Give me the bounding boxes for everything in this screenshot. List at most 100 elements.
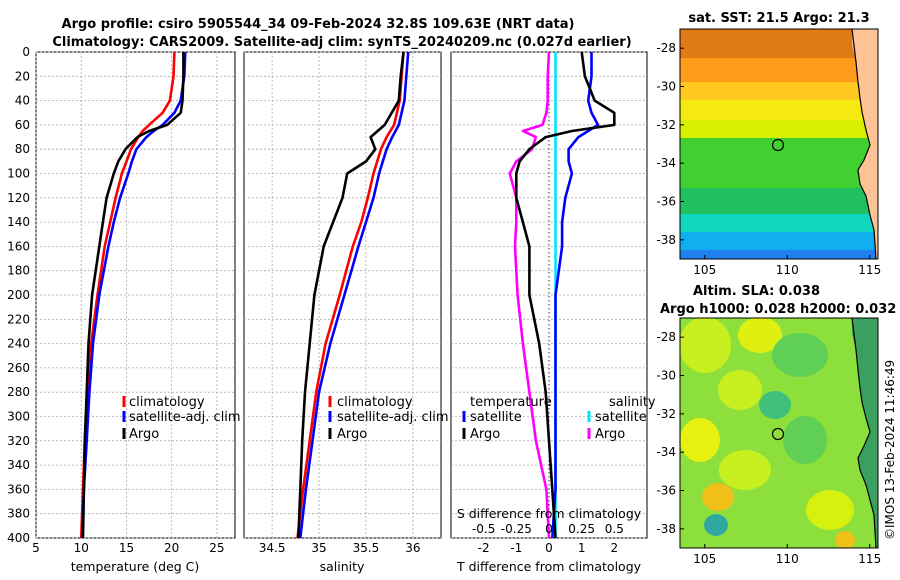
map-lat-tick--36: -36 bbox=[656, 484, 676, 498]
legend-climatology: climatology bbox=[129, 395, 205, 410]
depth-tick-380: 380 bbox=[7, 507, 30, 521]
s-difference-tick-labels: -0.5 -0.25 0 0.25 0.5 bbox=[472, 522, 624, 536]
legend-argo: Argo bbox=[337, 427, 367, 442]
figure-title-line2: Climatology: CARS2009. Satellite-adj cli… bbox=[52, 35, 631, 50]
legend-climatology: climatology bbox=[337, 395, 413, 410]
depth-tick-360: 360 bbox=[7, 482, 30, 496]
legend-satellite-adj: satellite-adj. clim bbox=[129, 410, 241, 425]
legend-t-satellite: satellite bbox=[470, 410, 522, 425]
temperature-tick-20: 20 bbox=[164, 541, 179, 555]
depth-tick-300: 300 bbox=[7, 410, 30, 424]
s-difference-axis-label: S difference from climatology bbox=[457, 506, 642, 521]
sla-map-frame bbox=[679, 317, 879, 549]
depth-tick-100: 100 bbox=[7, 167, 30, 181]
temperature-tick-10: 10 bbox=[74, 541, 89, 555]
salinity-line-climatology bbox=[296, 51, 405, 539]
depth-tick-400: 400 bbox=[7, 531, 30, 545]
figure-title-line1: Argo profile: csiro 5905544_34 09-Feb-20… bbox=[62, 17, 575, 32]
salinity-axis-label: salinity bbox=[320, 559, 365, 574]
s-difference-tick-0.25: 0.25 bbox=[568, 522, 595, 536]
map-lon-tick-110: 110 bbox=[776, 552, 799, 566]
map-lat-tick--34: -34 bbox=[656, 445, 676, 459]
depth-tick-240: 240 bbox=[7, 337, 30, 351]
t-difference-tick-0: 0 bbox=[545, 541, 553, 555]
difference-legend: temperature salinity satellite Argo sate… bbox=[462, 395, 656, 442]
salinity-tick-36: 36 bbox=[405, 541, 420, 555]
s-difference-tick--0.5: -0.5 bbox=[472, 522, 495, 536]
sla-argo-marker bbox=[771, 427, 785, 441]
depth-tick-200: 200 bbox=[7, 288, 30, 302]
sst-map-title: sat. SST: 21.5 Argo: 21.3 bbox=[688, 11, 869, 26]
map-lat-tick--30: -30 bbox=[656, 80, 676, 94]
t-difference-line-argo bbox=[514, 51, 616, 539]
t-difference-tick--2: -2 bbox=[478, 541, 490, 555]
depth-tick-220: 220 bbox=[7, 312, 30, 326]
t-difference-line-satellite bbox=[551, 52, 600, 539]
salinity-line-argo bbox=[297, 51, 405, 539]
sla-map-title1: Altim. SLA: 0.038 bbox=[693, 284, 820, 299]
t-difference-tick--1: -1 bbox=[510, 541, 522, 555]
legend-t-argo: Argo bbox=[470, 427, 500, 442]
depth-tick-40: 40 bbox=[15, 94, 30, 108]
depth-tick-180: 180 bbox=[7, 264, 30, 278]
salinity-legend: climatology satellite-adj. clim Argo bbox=[328, 395, 449, 442]
temperature-panel: 0 20 40 60 80 100 120 140 160 180 200 220 240 260 280 3… bbox=[7, 45, 241, 574]
depth-tick-80: 80 bbox=[15, 142, 30, 156]
map-lat-tick--32: -32 bbox=[656, 407, 676, 421]
depth-tick-20: 20 bbox=[15, 69, 30, 83]
salinity-tick-35.5: 35.5 bbox=[353, 541, 380, 555]
legend-header-temperature: temperature bbox=[470, 395, 552, 410]
temperature-legend: climatology satellite-adj. clim Argo bbox=[122, 395, 241, 442]
sla-map-title2: Argo h1000: 0.028 h2000: 0.032 bbox=[660, 302, 896, 317]
temperature-tick-15: 15 bbox=[119, 541, 134, 555]
map-lon-tick-105: 105 bbox=[693, 263, 716, 277]
map-lon-tick-110: 110 bbox=[776, 263, 799, 277]
sst-map-frame bbox=[679, 28, 879, 260]
salinity-panel: 34.5 35 35.5 36 salinity climatology satell… bbox=[243, 51, 449, 574]
t-difference-tick-1: 1 bbox=[578, 541, 586, 555]
map-lat-tick--38: -38 bbox=[656, 522, 676, 536]
temperature-tick-25: 25 bbox=[209, 541, 224, 555]
t-difference-axis-label: T difference from climatology bbox=[456, 559, 642, 574]
sst-map-ticks: 105 110 115 -28 -30 -32 -34 -36 -38 bbox=[656, 41, 881, 277]
legend-s-satellite: satellite bbox=[595, 410, 647, 425]
map-lon-tick-115: 115 bbox=[858, 552, 881, 566]
depth-tick-labels: 0 20 40 60 80 100 120 140 160 180 200 220 240 260 280 3… bbox=[7, 45, 30, 545]
map-lat-tick--34: -34 bbox=[656, 156, 676, 170]
depth-tick-320: 320 bbox=[7, 434, 30, 448]
map-lon-tick-105: 105 bbox=[693, 552, 716, 566]
depth-tick-260: 260 bbox=[7, 361, 30, 375]
temperature-tick-labels: 5 10 15 20 25 bbox=[32, 541, 224, 555]
map-lat-tick--32: -32 bbox=[656, 118, 676, 132]
map-lat-tick--28: -28 bbox=[656, 330, 676, 344]
sst-map-panel: sat. SST: 21.5 Argo: 21.3 105 110 115 -28 -3… bbox=[656, 11, 881, 277]
imos-credit: ©IMOS 13-Feb-2024 11:46:49 bbox=[883, 360, 897, 540]
temperature-line-argo bbox=[81, 52, 185, 539]
depth-tick-160: 160 bbox=[7, 239, 30, 253]
temperature-line-satellite-adj-clim bbox=[80, 51, 187, 539]
map-lat-tick--36: -36 bbox=[656, 195, 676, 209]
sst-argo-marker bbox=[771, 138, 785, 152]
temperature-tick-5: 5 bbox=[32, 541, 40, 555]
sla-map-ticks: 105 110 115 -28 -30 -32 -34 -36 -38 bbox=[656, 330, 881, 566]
difference-panel: -2 -1 0 1 2 -0.5 -0.25 0 0.25 0.5 S difference f… bbox=[450, 51, 656, 574]
map-lat-tick--38: -38 bbox=[656, 233, 676, 247]
depth-tick-0: 0 bbox=[22, 45, 30, 59]
sla-map-panel: Altim. SLA: 0.038 Argo h1000: 0.028 h200… bbox=[656, 284, 896, 566]
salinity-tick-labels: 34.5 35 35.5 36 bbox=[259, 541, 421, 555]
s-difference-tick-0: 0 bbox=[545, 522, 553, 536]
salinity-line-satellite-adj-clim bbox=[299, 51, 410, 539]
legend-argo: Argo bbox=[129, 427, 159, 442]
legend-satellite-adj: satellite-adj. clim bbox=[337, 410, 449, 425]
t-difference-tick-2: 2 bbox=[611, 541, 619, 555]
depth-tick-60: 60 bbox=[15, 118, 30, 132]
legend-header-salinity: salinity bbox=[609, 395, 656, 410]
depth-tick-140: 140 bbox=[7, 215, 30, 229]
t-difference-tick-labels: -2 -1 0 1 2 bbox=[478, 541, 618, 555]
s-difference-tick-0.5: 0.5 bbox=[605, 522, 624, 536]
depth-tick-280: 280 bbox=[7, 385, 30, 399]
map-lat-tick--30: -30 bbox=[656, 369, 676, 383]
depth-tick-340: 340 bbox=[7, 458, 30, 472]
depth-tick-120: 120 bbox=[7, 191, 30, 205]
